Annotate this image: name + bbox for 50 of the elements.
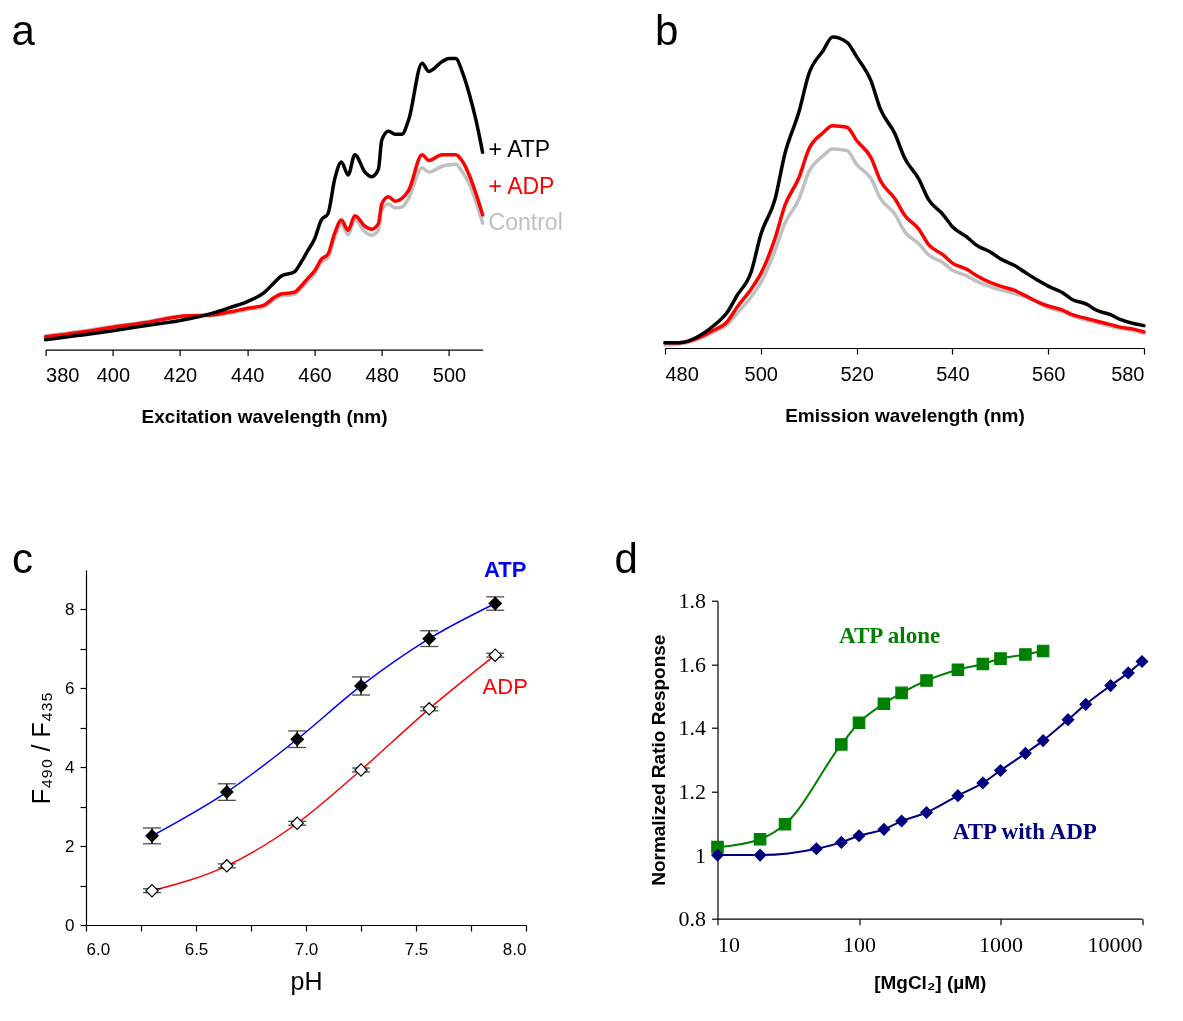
series-label: + ATP — [488, 136, 551, 163]
y-tick-label: 1.6 — [678, 651, 706, 677]
x-tick-label: 420 — [163, 364, 198, 387]
x-tick-label: 8.0 — [502, 939, 527, 959]
y-tick-label: 1.4 — [678, 715, 706, 741]
series-label: ATP alone — [839, 622, 941, 648]
x-tick-label: 380 — [46, 364, 80, 387]
x-tick-label: 440 — [231, 364, 265, 387]
x-axis-title: Excitation wavelength (nm) — [141, 406, 388, 428]
x-tick-label: 10 — [718, 932, 740, 958]
chart-title: d — [614, 534, 638, 582]
x-tick-label: 7.5 — [404, 939, 429, 959]
chart-title: a — [11, 6, 36, 54]
chart-title: b — [655, 7, 679, 54]
x-tick-label: 7.0 — [294, 939, 319, 959]
series-label: ATP with ADP — [952, 818, 1097, 844]
x-tick-label: 560 — [1032, 362, 1066, 385]
chart-title: c — [12, 535, 33, 582]
y-tick-label: 2 — [65, 836, 75, 856]
y-tick-label: 1 — [695, 842, 706, 868]
series-label: ADP — [482, 674, 528, 700]
x-tick-label: 480 — [365, 364, 399, 387]
x-tick-label: 480 — [665, 362, 699, 385]
x-tick-label: 6.0 — [86, 939, 111, 959]
x-axis-title: [MgCl₂] (µM) — [874, 972, 987, 994]
y-axis-title: Normalized Ratio Response — [647, 634, 669, 886]
y-tick-label: 0 — [65, 915, 75, 935]
y-tick-label: 0.8 — [678, 906, 706, 932]
x-tick-label: 520 — [840, 362, 874, 385]
x-tick-label: 6.5 — [184, 939, 209, 959]
x-tick-label: 10000 — [1087, 932, 1143, 958]
x-tick-label: 500 — [744, 362, 778, 385]
x-axis-title: Emission wavelength (nm) — [785, 404, 1025, 426]
x-tick-label: 460 — [298, 364, 332, 387]
y-tick-label: 1.8 — [678, 588, 706, 614]
y-axis-title: F₄₉₀ / F₄₃₅ — [27, 691, 56, 805]
series-label: + ADP — [488, 172, 555, 199]
x-axis-title: pH — [290, 966, 323, 995]
y-tick-label: 8 — [65, 599, 75, 619]
x-tick-label: 580 — [1111, 362, 1145, 385]
y-tick-label: 4 — [65, 757, 75, 777]
x-tick-label: 540 — [936, 362, 970, 385]
x-tick-label: 1000 — [979, 932, 1023, 958]
y-tick-label: 6 — [65, 678, 75, 698]
series-label: Control — [488, 209, 563, 236]
x-tick-label: 400 — [96, 364, 131, 387]
x-tick-label: 100 — [843, 932, 876, 958]
y-tick-label: 1.2 — [678, 779, 706, 804]
series-label: ATP — [484, 556, 527, 582]
x-tick-label: 500 — [432, 364, 467, 387]
